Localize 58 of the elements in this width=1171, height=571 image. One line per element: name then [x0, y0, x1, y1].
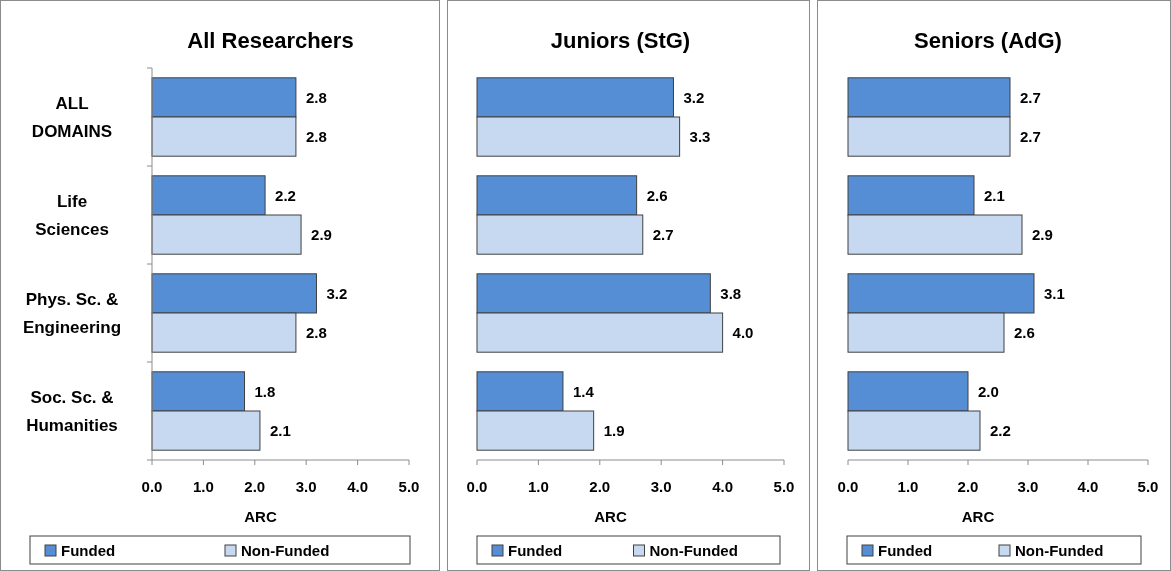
data-label: 2.7 — [1020, 127, 1041, 145]
data-label: 2.1 — [984, 186, 1005, 204]
x-tick-label: 0.0 — [141, 478, 163, 495]
legend-label: Funded — [61, 542, 116, 560]
data-label: 2.8 — [305, 88, 327, 106]
data-label: 2.7 — [1020, 88, 1041, 106]
x-tick-label: 5.0 — [398, 478, 420, 495]
y-tick-label: ALL DOMAINS — [31, 93, 113, 141]
x-axis-title: ARC — [594, 508, 627, 525]
x-axis-title: ARC — [244, 508, 277, 525]
data-label: 2.6 — [646, 186, 668, 204]
data-label: 2.1 — [269, 421, 291, 439]
data-label: 2.6 — [1014, 323, 1035, 341]
x-tick-label: 3.0 — [1017, 478, 1039, 495]
x-tick-label: 4.0 — [712, 478, 734, 495]
data-label: 1.4 — [572, 382, 595, 400]
legend-label: Funded — [878, 542, 933, 560]
chart-title: All Researchers — [187, 28, 354, 53]
data-label: 2.7 — [652, 225, 674, 243]
data-label: 2.9 — [311, 225, 332, 243]
legend-label: Funded — [508, 542, 563, 560]
x-axis-title: ARC — [961, 508, 995, 525]
data-label: 3.1 — [1044, 284, 1065, 302]
data-label: 2.0 — [978, 382, 999, 400]
x-tick-label: 4.0 — [1077, 478, 1099, 495]
x-tick-label: 2.0 — [957, 478, 979, 495]
x-tick-label: 1.0 — [192, 478, 214, 495]
y-tick-label: Soc. Sc. & Humanities — [26, 387, 118, 435]
x-tick-label: 0.0 — [466, 478, 488, 495]
data-label: 3.2 — [683, 88, 705, 106]
data-label: 2.9 — [1032, 225, 1053, 243]
data-label: 2.2 — [275, 186, 296, 204]
x-tick-label: 0.0 — [837, 478, 859, 495]
y-tick-label: Life Sciences — [35, 191, 109, 239]
data-label: 3.8 — [720, 284, 742, 302]
data-label: 2.2 — [990, 421, 1011, 439]
data-label: 2.8 — [305, 127, 327, 145]
data-label: 1.8 — [254, 382, 276, 400]
data-label: 4.0 — [732, 323, 754, 341]
data-label: 2.8 — [305, 323, 327, 341]
chart-title: Juniors (StG) — [550, 28, 691, 53]
x-tick-label: 1.0 — [897, 478, 919, 495]
data-label: 3.2 — [326, 284, 348, 302]
x-tick-label: 2.0 — [589, 478, 611, 495]
legend-label: Non-Funded — [241, 542, 330, 560]
legend-label: Non-Funded — [1015, 542, 1104, 560]
legend-label: Non-Funded — [649, 542, 738, 560]
x-tick-label: 3.0 — [650, 478, 672, 495]
x-tick-label: 3.0 — [295, 478, 317, 495]
x-tick-label: 2.0 — [244, 478, 266, 495]
x-tick-label: 5.0 — [1137, 478, 1159, 495]
x-tick-label: 4.0 — [347, 478, 369, 495]
chart-title: Seniors (AdG) — [914, 28, 1062, 53]
x-tick-label: 1.0 — [527, 478, 549, 495]
data-label: 1.9 — [603, 421, 625, 439]
data-label: 3.3 — [689, 127, 711, 145]
x-tick-label: 5.0 — [773, 478, 795, 495]
y-tick-label: Phys. Sc. & Engineering — [22, 289, 122, 337]
